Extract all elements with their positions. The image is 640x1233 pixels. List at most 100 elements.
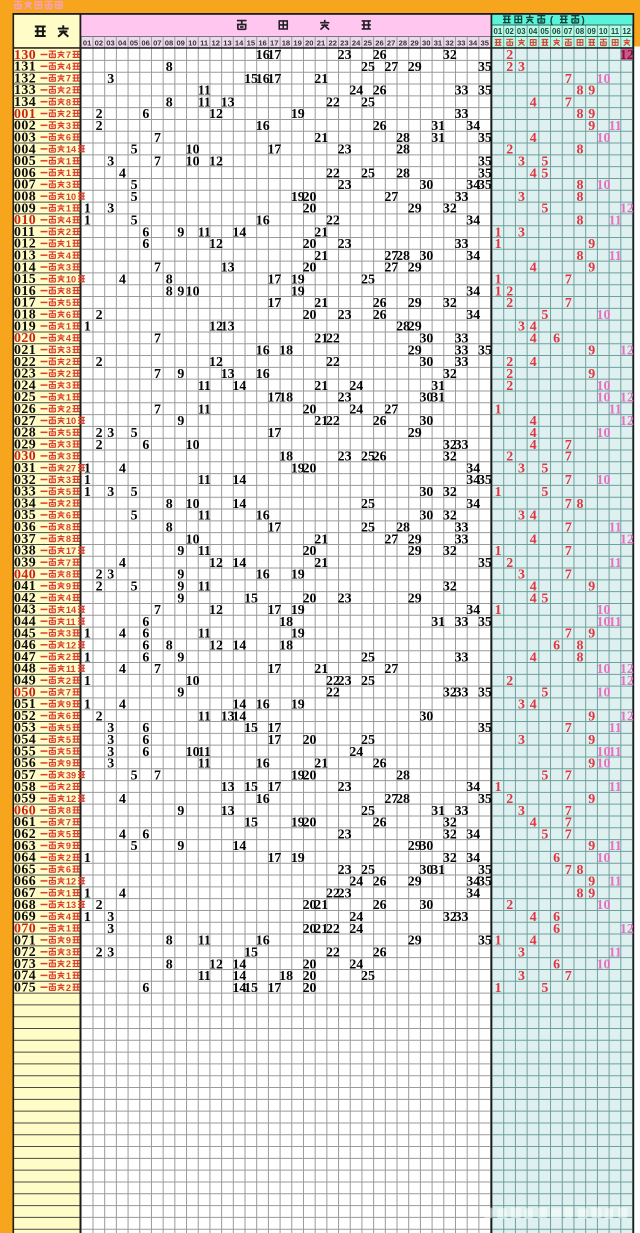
svg-text:6: 6 bbox=[66, 511, 71, 521]
svg-text:037: 037 bbox=[14, 532, 36, 547]
svg-text:12: 12 bbox=[66, 877, 76, 887]
svg-text:26: 26 bbox=[373, 414, 387, 429]
svg-text:22: 22 bbox=[326, 886, 340, 901]
svg-text:071: 071 bbox=[14, 933, 36, 948]
svg-text:1: 1 bbox=[66, 168, 71, 178]
svg-text:036: 036 bbox=[14, 520, 36, 535]
svg-text:10: 10 bbox=[186, 497, 200, 512]
svg-text:15: 15 bbox=[244, 721, 258, 736]
svg-text:29: 29 bbox=[408, 426, 422, 441]
svg-text:3: 3 bbox=[66, 381, 71, 391]
svg-text:32: 32 bbox=[443, 816, 457, 831]
svg-text:25: 25 bbox=[361, 863, 375, 878]
svg-text:14: 14 bbox=[232, 556, 246, 571]
svg-text:18: 18 bbox=[279, 450, 293, 465]
svg-text:34: 34 bbox=[466, 308, 480, 323]
svg-text:07: 07 bbox=[153, 38, 161, 47]
svg-text:18: 18 bbox=[279, 639, 293, 654]
svg-text:069: 069 bbox=[14, 910, 36, 925]
svg-text:12: 12 bbox=[209, 320, 223, 335]
svg-text:11: 11 bbox=[611, 27, 620, 36]
svg-text:021: 021 bbox=[14, 343, 36, 358]
svg-text:6: 6 bbox=[553, 639, 560, 654]
svg-text:33: 33 bbox=[457, 38, 465, 47]
svg-text:35: 35 bbox=[478, 84, 492, 99]
svg-text:6: 6 bbox=[142, 627, 149, 642]
svg-text:003: 003 bbox=[14, 130, 36, 145]
svg-text:5: 5 bbox=[541, 461, 548, 476]
svg-text:25: 25 bbox=[361, 60, 375, 75]
svg-text:23: 23 bbox=[338, 827, 352, 842]
svg-text:35: 35 bbox=[478, 556, 492, 571]
svg-text:35: 35 bbox=[478, 131, 492, 146]
svg-text:7: 7 bbox=[66, 558, 71, 568]
svg-text:16: 16 bbox=[256, 367, 270, 382]
svg-text:14: 14 bbox=[232, 473, 246, 488]
svg-text:9: 9 bbox=[588, 733, 595, 748]
svg-text:26: 26 bbox=[373, 898, 387, 913]
svg-text:28: 28 bbox=[399, 38, 407, 47]
svg-text:17: 17 bbox=[267, 662, 281, 677]
svg-text:14: 14 bbox=[232, 981, 246, 996]
svg-text:3: 3 bbox=[518, 804, 525, 819]
svg-text:1: 1 bbox=[84, 473, 91, 488]
svg-text:32: 32 bbox=[443, 851, 457, 866]
svg-text:34: 34 bbox=[466, 213, 480, 228]
svg-text:1: 1 bbox=[84, 485, 91, 500]
svg-text:14: 14 bbox=[232, 497, 246, 512]
svg-text:3: 3 bbox=[66, 452, 71, 462]
svg-text:25: 25 bbox=[361, 166, 375, 181]
svg-text:21: 21 bbox=[314, 922, 328, 937]
svg-text:32: 32 bbox=[443, 686, 457, 701]
svg-text:6: 6 bbox=[142, 745, 149, 760]
svg-text:13: 13 bbox=[221, 709, 235, 724]
svg-text:012: 012 bbox=[14, 237, 36, 252]
svg-text:17: 17 bbox=[267, 391, 281, 406]
svg-text:21: 21 bbox=[314, 898, 328, 913]
svg-text:5: 5 bbox=[541, 308, 548, 323]
svg-text:4: 4 bbox=[530, 332, 537, 347]
svg-text:10: 10 bbox=[597, 686, 611, 701]
svg-text:6: 6 bbox=[142, 827, 149, 842]
svg-text:32: 32 bbox=[443, 579, 457, 594]
svg-text:1: 1 bbox=[66, 924, 71, 934]
svg-text:2: 2 bbox=[66, 499, 71, 509]
svg-text:17: 17 bbox=[267, 981, 281, 996]
svg-text:18: 18 bbox=[279, 343, 293, 358]
svg-text:13: 13 bbox=[223, 38, 231, 47]
svg-text:26: 26 bbox=[373, 757, 387, 772]
svg-text:8: 8 bbox=[166, 284, 173, 299]
svg-text:23: 23 bbox=[340, 38, 348, 47]
svg-text:33: 33 bbox=[455, 237, 469, 252]
svg-text:065: 065 bbox=[14, 862, 36, 877]
svg-text:027: 027 bbox=[14, 414, 36, 429]
svg-text:3: 3 bbox=[518, 461, 525, 476]
svg-text:2: 2 bbox=[66, 853, 71, 863]
svg-text:29: 29 bbox=[408, 202, 422, 217]
svg-text:13: 13 bbox=[221, 367, 235, 382]
svg-text:011: 011 bbox=[14, 225, 35, 240]
svg-text:10: 10 bbox=[186, 154, 200, 169]
svg-text:17: 17 bbox=[267, 603, 281, 618]
svg-text:047: 047 bbox=[14, 650, 36, 665]
svg-text:3: 3 bbox=[107, 757, 114, 772]
svg-text:130: 130 bbox=[14, 48, 36, 63]
svg-text:17: 17 bbox=[267, 72, 281, 87]
svg-text:4: 4 bbox=[530, 532, 537, 547]
svg-text:21: 21 bbox=[314, 532, 328, 547]
svg-text:4: 4 bbox=[66, 251, 72, 261]
svg-text:7: 7 bbox=[154, 603, 161, 618]
svg-text:2: 2 bbox=[66, 676, 71, 686]
svg-text:03: 03 bbox=[106, 38, 114, 47]
svg-text:21: 21 bbox=[314, 414, 328, 429]
svg-text:23: 23 bbox=[338, 780, 352, 795]
svg-text:1: 1 bbox=[66, 156, 71, 166]
svg-text:19: 19 bbox=[291, 568, 305, 583]
svg-text:1: 1 bbox=[495, 780, 502, 795]
svg-text:2: 2 bbox=[506, 284, 513, 299]
svg-text:055: 055 bbox=[14, 744, 36, 759]
svg-text:9: 9 bbox=[588, 261, 595, 276]
svg-text:5: 5 bbox=[66, 723, 71, 733]
svg-text:35: 35 bbox=[478, 60, 492, 75]
svg-text:2: 2 bbox=[96, 355, 103, 370]
